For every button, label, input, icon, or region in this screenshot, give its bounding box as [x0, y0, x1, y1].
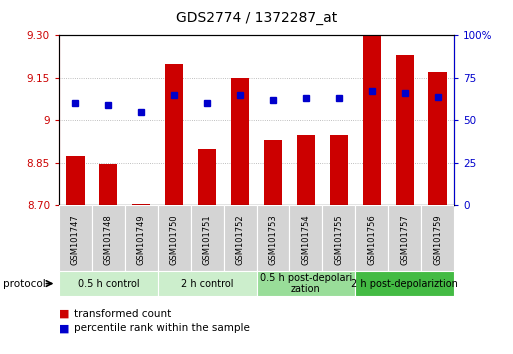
- Text: 0.5 h post-depolari
zation: 0.5 h post-depolari zation: [260, 273, 352, 295]
- Bar: [158, 271, 256, 296]
- Text: GSM101748: GSM101748: [104, 214, 113, 265]
- Bar: [396, 55, 413, 205]
- Bar: [289, 205, 322, 271]
- Bar: [132, 204, 150, 205]
- Bar: [421, 205, 454, 271]
- Text: ■: ■: [59, 309, 69, 319]
- Text: percentile rank within the sample: percentile rank within the sample: [74, 323, 250, 333]
- Text: GSM101756: GSM101756: [367, 214, 376, 265]
- Bar: [231, 78, 249, 205]
- Bar: [355, 205, 388, 271]
- Bar: [66, 156, 85, 205]
- Text: GSM101747: GSM101747: [71, 214, 80, 265]
- Bar: [100, 164, 117, 205]
- Bar: [428, 72, 447, 205]
- Bar: [59, 271, 158, 296]
- Text: GSM101752: GSM101752: [235, 214, 245, 265]
- Bar: [191, 205, 224, 271]
- Text: transformed count: transformed count: [74, 309, 172, 319]
- Bar: [355, 271, 454, 296]
- Bar: [158, 205, 191, 271]
- Bar: [322, 205, 355, 271]
- Text: GSM101751: GSM101751: [203, 214, 212, 265]
- Text: GSM101750: GSM101750: [170, 214, 179, 265]
- Bar: [388, 205, 421, 271]
- Bar: [224, 205, 256, 271]
- Bar: [92, 205, 125, 271]
- Bar: [264, 140, 282, 205]
- Text: GSM101759: GSM101759: [433, 214, 442, 265]
- Bar: [256, 205, 289, 271]
- Text: protocol: protocol: [3, 279, 45, 289]
- Text: GSM101749: GSM101749: [137, 214, 146, 265]
- Text: GSM101755: GSM101755: [334, 214, 343, 265]
- Bar: [198, 149, 216, 205]
- Text: ■: ■: [59, 323, 69, 333]
- Text: GSM101754: GSM101754: [301, 214, 310, 265]
- Bar: [256, 271, 355, 296]
- Bar: [297, 135, 315, 205]
- Text: 2 h control: 2 h control: [181, 279, 233, 289]
- Bar: [59, 205, 92, 271]
- Text: GDS2774 / 1372287_at: GDS2774 / 1372287_at: [176, 11, 337, 25]
- Bar: [165, 64, 183, 205]
- Bar: [330, 135, 348, 205]
- Bar: [125, 205, 158, 271]
- Bar: [363, 35, 381, 205]
- Text: 0.5 h control: 0.5 h control: [77, 279, 139, 289]
- Text: GSM101757: GSM101757: [400, 214, 409, 265]
- Text: 2 h post-depolariztion: 2 h post-depolariztion: [351, 279, 458, 289]
- Text: GSM101753: GSM101753: [268, 214, 278, 265]
